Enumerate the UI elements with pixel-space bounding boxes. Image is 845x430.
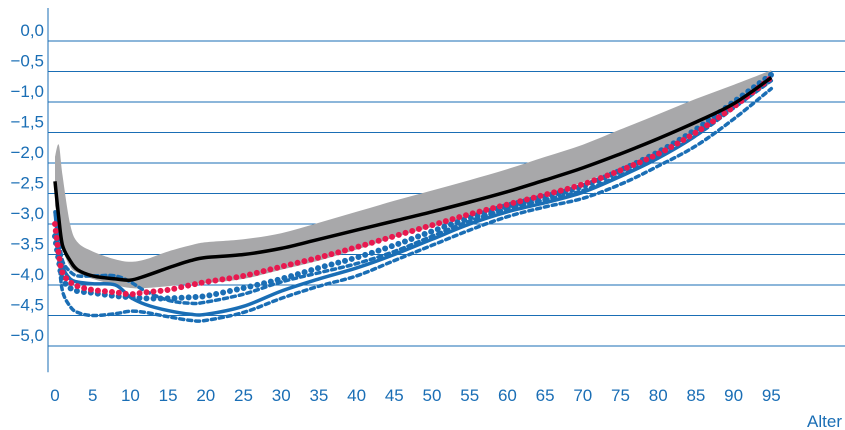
x-tick-label: 5 (88, 386, 97, 405)
x-tick-label: 90 (724, 386, 743, 405)
x-tick-label: 65 (536, 386, 555, 405)
y-tick-label: −0,5 (10, 52, 44, 71)
confidence-band (55, 70, 772, 289)
x-axis: 0 5 10 15 20 25 30 35 40 45 50 55 60 65 70 75 80 85 90 95 (50, 386, 780, 405)
x-tick-label: 80 (649, 386, 668, 405)
y-tick-label: −5,0 (10, 326, 44, 345)
y-tick-label: −4,5 (10, 296, 44, 315)
series-line-solid-black-0 (53, 76, 773, 282)
y-tick-label: −3,5 (10, 235, 44, 254)
y-tick-label: −4,0 (10, 265, 44, 284)
series-line-solid-blue-2 (53, 77, 773, 317)
x-tick-label: 55 (460, 386, 479, 405)
y-tick-label: −2,5 (10, 174, 44, 193)
x-tick-label: 15 (159, 386, 178, 405)
x-tick-label: 40 (347, 386, 366, 405)
x-tick-label: 20 (196, 386, 215, 405)
series-line-dashed-blue-5 (53, 86, 774, 323)
y-tick-label: −3,0 (10, 204, 44, 223)
x-tick-label: 30 (272, 386, 291, 405)
band-area (55, 70, 772, 289)
x-tick-label: 75 (611, 386, 630, 405)
series-lines (52, 71, 775, 323)
x-tick-label: 25 (234, 386, 253, 405)
x-tick-label: 0 (50, 386, 59, 405)
x-tick-label: 35 (309, 386, 328, 405)
x-tick-label: 70 (573, 386, 592, 405)
y-tick-label: −1,0 (10, 82, 44, 101)
y-tick-label: 0,0 (20, 21, 44, 40)
y-axis: 0,0 −0,5 −1,0 −1,5 −2,0 −2,5 −3,0 −3,5 −4,0 −4,5 −… (10, 21, 44, 345)
y-tick-label: −2,0 (10, 143, 44, 162)
x-tick-label: 10 (121, 386, 140, 405)
x-axis-label: Alter (807, 412, 842, 430)
series-line-dotted-red-1 (52, 74, 775, 298)
y-tick-label: −1,5 (10, 113, 44, 132)
x-tick-label: 95 (762, 386, 781, 405)
x-tick-label: 60 (498, 386, 517, 405)
x-tick-label: 85 (686, 386, 705, 405)
x-tick-label: 50 (423, 386, 442, 405)
x-tick-label: 45 (385, 386, 404, 405)
